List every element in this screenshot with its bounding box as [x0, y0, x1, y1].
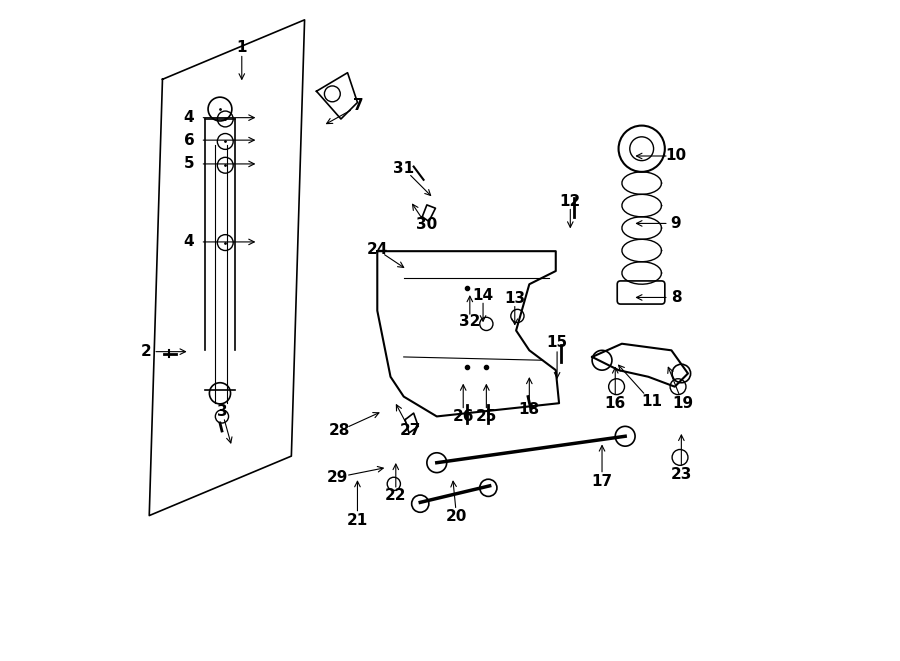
Text: 28: 28	[328, 424, 349, 438]
Text: 30: 30	[416, 217, 436, 232]
Text: 6: 6	[184, 133, 194, 147]
Text: 2: 2	[140, 344, 151, 359]
Text: 23: 23	[670, 467, 692, 482]
Text: 24: 24	[366, 243, 388, 257]
Text: 26: 26	[453, 409, 474, 424]
Text: 12: 12	[560, 194, 580, 209]
Text: 5: 5	[184, 157, 194, 171]
Text: 22: 22	[385, 488, 407, 503]
Text: 15: 15	[546, 335, 568, 350]
Text: 1: 1	[237, 40, 247, 55]
Text: 31: 31	[393, 161, 414, 176]
Text: 29: 29	[327, 470, 348, 485]
Text: 27: 27	[400, 424, 421, 438]
Text: 4: 4	[184, 235, 194, 249]
Text: 32: 32	[459, 315, 481, 329]
Text: 20: 20	[446, 510, 467, 524]
Text: 4: 4	[184, 110, 194, 125]
Text: 3: 3	[217, 404, 228, 418]
Text: 8: 8	[670, 290, 681, 305]
Text: 13: 13	[504, 292, 526, 306]
Text: 16: 16	[605, 396, 626, 410]
Text: 11: 11	[641, 395, 662, 409]
FancyBboxPatch shape	[617, 281, 665, 304]
Text: 18: 18	[518, 403, 540, 417]
Text: 10: 10	[665, 149, 687, 163]
Text: 14: 14	[472, 288, 493, 303]
Text: 17: 17	[591, 474, 613, 488]
Text: 25: 25	[476, 409, 497, 424]
Text: 21: 21	[346, 514, 368, 528]
Text: 9: 9	[670, 216, 681, 231]
Text: 19: 19	[672, 396, 693, 410]
Text: 7: 7	[354, 98, 364, 113]
